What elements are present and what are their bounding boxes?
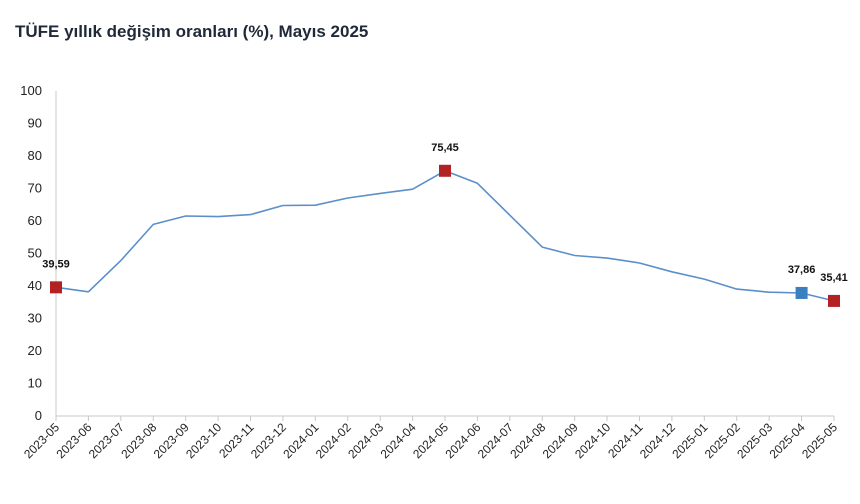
y-tick-label: 10 — [28, 376, 42, 391]
y-tick-label: 80 — [28, 148, 42, 163]
x-tick-label: 2023-10 — [183, 420, 224, 461]
data-label: 35,41 — [820, 272, 848, 284]
y-tick-label: 70 — [28, 181, 42, 196]
y-tick-label: 50 — [28, 246, 42, 261]
y-tick-label: 20 — [28, 343, 42, 358]
data-point-marker — [50, 281, 62, 294]
data-label: 37,86 — [788, 264, 816, 276]
axes: 01020304050607080901002023-052023-062023… — [20, 83, 840, 461]
y-tick-label: 60 — [28, 213, 42, 228]
data-label: 75,45 — [431, 142, 459, 154]
y-tick-label: 90 — [28, 116, 42, 131]
x-tick-label: 2024-10 — [572, 420, 613, 461]
series-line — [55, 170, 835, 302]
y-tick-label: 100 — [20, 83, 42, 98]
data-point-marker — [795, 286, 808, 299]
data-point-marker — [439, 164, 451, 177]
data-point-marker — [828, 294, 840, 307]
series-layer — [55, 170, 835, 302]
y-tick-label: 30 — [28, 311, 42, 326]
y-tick-label: 40 — [28, 278, 42, 293]
data-label: 39,59 — [42, 258, 70, 270]
x-tick-label: 2025-05 — [799, 420, 840, 461]
chart-title: TÜFE yıllık değişim oranları (%), Mayıs … — [15, 22, 369, 41]
y-tick-label: 0 — [35, 408, 42, 423]
marker-layer: 39,59 75,45 37,86 35,41 — [42, 142, 848, 307]
